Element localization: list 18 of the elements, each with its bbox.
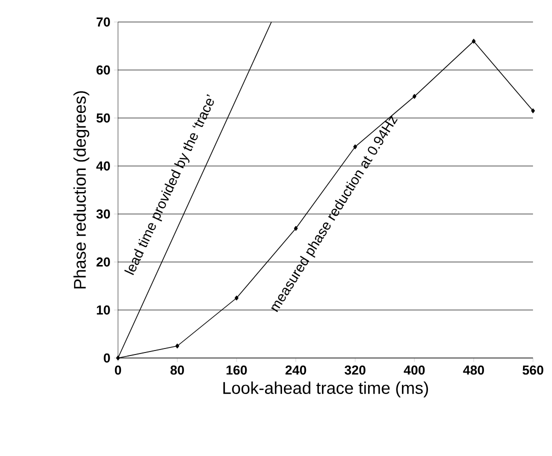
y-tick-label: 0 <box>104 353 110 363</box>
y-tick-label: 60 <box>96 65 110 75</box>
x-tick-label: 400 <box>404 366 425 375</box>
y-tick-label: 30 <box>96 209 110 219</box>
x-tick-label: 80 <box>170 366 184 375</box>
y-tick-label: 50 <box>96 113 110 123</box>
x-tick-label: 160 <box>226 366 247 375</box>
x-axis-title: Look-ahead trace time (ms) <box>223 382 428 398</box>
x-tick-label: 560 <box>522 366 544 375</box>
y-tick-label: 20 <box>96 257 110 267</box>
y-tick-label: 10 <box>96 305 110 315</box>
x-tick-label: 0 <box>114 366 122 375</box>
y-axis-title: Phase reduction (degrees) <box>73 91 90 288</box>
x-tick-label: 480 <box>463 366 484 375</box>
x-tick-label: 320 <box>344 366 366 375</box>
y-tick-label: 40 <box>96 161 110 171</box>
y-tick-label: 70 <box>96 17 110 27</box>
x-tick-label: 240 <box>286 366 306 375</box>
